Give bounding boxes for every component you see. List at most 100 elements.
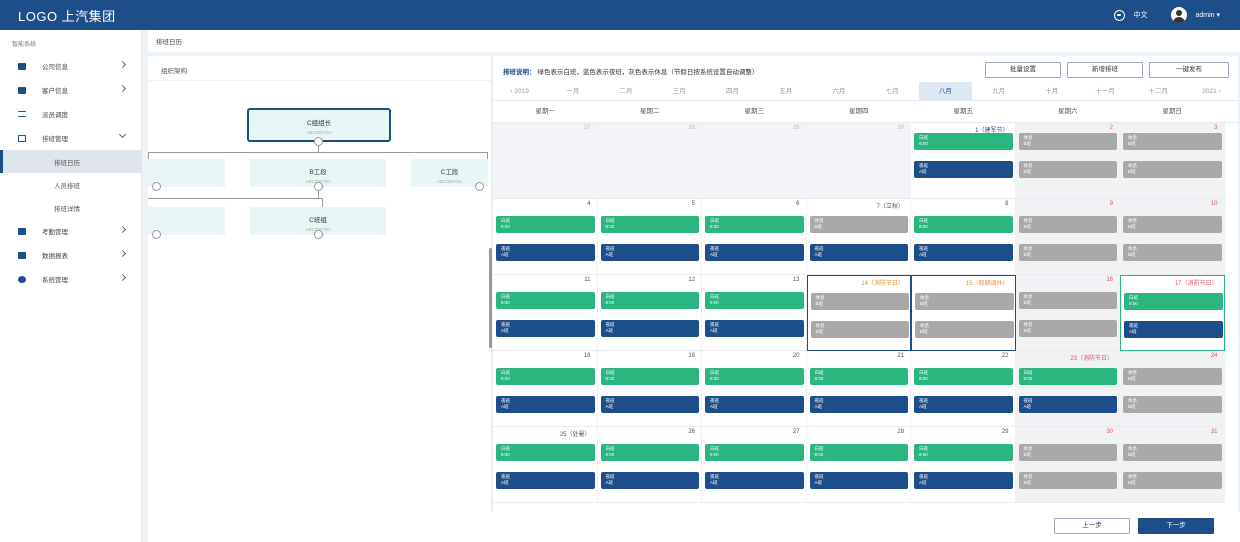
- shift-chip-night[interactable]: 夜班 A班: [809, 472, 908, 489]
- batch-set-button[interactable]: 批量设置: [985, 62, 1061, 78]
- calendar-day-cell[interactable]: 25（处暑） 白班 8:00 夜班 A班: [493, 427, 598, 503]
- shift-chip-day[interactable]: 白班 8:00: [705, 292, 804, 309]
- shift-chip-rest[interactable]: 休息 B班: [915, 293, 1014, 310]
- shift-chip-rest[interactable]: 休息 B班: [1018, 216, 1117, 233]
- calendar-day-cell[interactable]: 13 白班 8:00 夜班 A班: [702, 275, 807, 351]
- shift-chip-day[interactable]: 白班 8:00: [914, 368, 1013, 385]
- calendar-day-cell[interactable]: 28 白班 8:00 夜班 A班: [806, 427, 911, 503]
- shift-chip-day[interactable]: 白班 8:00: [914, 216, 1013, 233]
- sidebar-item-system[interactable]: 系统管理: [0, 267, 141, 291]
- shift-chip-night[interactable]: 夜班 A班: [496, 396, 595, 413]
- shift-chip-day[interactable]: 白班 8:00: [914, 133, 1013, 150]
- calendar-day-cell[interactable]: 2 休息 B班 休息 B班: [1015, 123, 1120, 199]
- shift-chip-rest[interactable]: 休息 B班: [1018, 320, 1117, 337]
- month-tab[interactable]: 二月: [619, 88, 633, 95]
- calendar-day-cell[interactable]: 31 休息 B班 休息 B班: [1120, 427, 1225, 503]
- vertical-scrollbar[interactable]: [489, 248, 492, 348]
- expand-handle[interactable]: [152, 182, 161, 191]
- shift-chip-night[interactable]: 夜班 A班: [600, 472, 699, 489]
- calendar-day-cell[interactable]: 4 白班 8:00 夜班 A班: [493, 199, 598, 275]
- year-next-button[interactable]: 2021 ›: [1202, 88, 1221, 95]
- shift-chip-night[interactable]: 夜班 A班: [496, 244, 595, 261]
- calendar-day-cell[interactable]: 15（假期调休） 休息 B班 休息 B班: [911, 275, 1016, 351]
- shift-chip-rest[interactable]: 休息 B班: [1123, 133, 1222, 150]
- month-tab[interactable]: 七月: [885, 88, 899, 95]
- shift-chip-night[interactable]: 夜班 A班: [914, 161, 1013, 178]
- shift-chip-rest[interactable]: 休息 B班: [915, 321, 1014, 338]
- shift-chip-day[interactable]: 白班 8:00: [914, 444, 1013, 461]
- sidebar-item-company[interactable]: 公司信息: [0, 54, 141, 78]
- calendar-day-cell[interactable]: 20 白班 8:00 夜班 A班: [702, 351, 807, 427]
- shift-chip-rest[interactable]: 休息 B班: [1123, 244, 1222, 261]
- publish-button[interactable]: 一键发布: [1149, 62, 1229, 78]
- shift-chip-day[interactable]: 白班 8:00: [600, 368, 699, 385]
- shift-chip-rest[interactable]: 休息 B班: [810, 321, 909, 338]
- calendar-day-cell[interactable]: 18 白班 8:00 夜班 A班: [493, 351, 598, 427]
- year-prev-button[interactable]: ‹ 2019: [510, 88, 529, 95]
- calendar-day-cell[interactable]: 30 休息 B班 休息 B班: [1015, 427, 1120, 503]
- month-tab[interactable]: 五月: [779, 88, 793, 95]
- sidebar-subitem-detail[interactable]: 排班详情: [54, 205, 80, 213]
- calendar-day-cell[interactable]: 29 白班 8:00 夜班 A班: [911, 427, 1016, 503]
- shift-chip-day[interactable]: 白班 8:00: [705, 368, 804, 385]
- calendar-day-cell[interactable]: 26 白班 8:00 夜班 A班: [597, 427, 702, 503]
- shift-chip-day[interactable]: 白班 8:00: [600, 444, 699, 461]
- shift-chip-night[interactable]: 夜班 A班: [600, 396, 699, 413]
- calendar-day-cell[interactable]: 21 白班 8:00 夜班 A班: [806, 351, 911, 427]
- shift-chip-night[interactable]: 夜班 A班: [809, 244, 908, 261]
- tree-node-c[interactable]: C工段 ABCDEFGH: [411, 159, 488, 187]
- sidebar-subitem-staff[interactable]: 人员排班: [54, 182, 80, 190]
- calendar-day-cell[interactable]: 29: [702, 123, 807, 199]
- shift-chip-rest[interactable]: 休息 B班: [1123, 368, 1222, 385]
- next-step-button[interactable]: 下一步: [1138, 518, 1214, 534]
- shift-chip-rest[interactable]: 休息 B班: [1018, 444, 1117, 461]
- shift-chip-night[interactable]: 夜班 A班: [600, 320, 699, 337]
- sidebar-subitem-calendar[interactable]: 排班日历: [0, 150, 141, 173]
- calendar-day-cell[interactable]: 1（建军节） 白班 8:00 夜班 A班: [911, 123, 1016, 199]
- month-tab[interactable]: 十一月: [1095, 88, 1115, 95]
- calendar-day-cell[interactable]: 27: [493, 123, 598, 199]
- shift-chip-rest[interactable]: 休息 B班: [809, 216, 908, 233]
- shift-chip-night[interactable]: 夜班 A班: [1124, 321, 1223, 338]
- shift-chip-night[interactable]: 夜班 A班: [705, 320, 804, 337]
- calendar-day-cell[interactable]: 6 白班 8:00 夜班 A班: [702, 199, 807, 275]
- shift-chip-night[interactable]: 夜班 A班: [914, 396, 1013, 413]
- shift-chip-rest[interactable]: 休息 B班: [1018, 133, 1117, 150]
- sidebar-item-attendance[interactable]: 考勤管理: [0, 219, 141, 243]
- calendar-day-cell[interactable]: 9 休息 B班 休息 B班: [1015, 199, 1120, 275]
- shift-chip-night[interactable]: 夜班 A班: [705, 472, 804, 489]
- month-tab[interactable]: 六月: [832, 88, 846, 95]
- month-tab[interactable]: 一月: [566, 88, 580, 95]
- shift-chip-rest[interactable]: 休息 B班: [1123, 444, 1222, 461]
- shift-chip-rest[interactable]: 休息 B班: [1123, 472, 1222, 489]
- shift-chip-rest[interactable]: 休息 B班: [1123, 161, 1222, 178]
- user-menu[interactable]: admin ▾: [1195, 12, 1220, 19]
- calendar-day-cell[interactable]: 17（消防节日） 白班 8:00 夜班 A班: [1120, 275, 1225, 351]
- globe-icon[interactable]: [1114, 9, 1126, 21]
- shift-chip-rest[interactable]: 休息 B班: [1018, 472, 1117, 489]
- shift-chip-night[interactable]: 夜班 A班: [705, 244, 804, 261]
- shift-chip-night[interactable]: 夜班 A班: [705, 396, 804, 413]
- shift-chip-night[interactable]: 夜班 A班: [600, 244, 699, 261]
- shift-chip-day[interactable]: 白班 8:00: [496, 368, 595, 385]
- month-tab[interactable]: 十二月: [1148, 88, 1168, 95]
- shift-chip-night[interactable]: 夜班 A班: [1018, 396, 1117, 413]
- app-logo[interactable]: LOGO 上汽集团: [18, 8, 116, 24]
- month-tab[interactable]: 九月: [992, 88, 1006, 95]
- sidebar-item-customers[interactable]: 客户信息: [0, 78, 141, 102]
- calendar-day-cell[interactable]: 30: [806, 123, 911, 199]
- shift-chip-day[interactable]: 白班 8:00: [1124, 293, 1223, 310]
- shift-chip-day[interactable]: 白班 8:00: [809, 368, 908, 385]
- expand-handle[interactable]: [152, 230, 161, 239]
- expand-handle[interactable]: [314, 230, 323, 239]
- shift-chip-rest[interactable]: 休息 B班: [1123, 216, 1222, 233]
- shift-chip-night[interactable]: 夜班 A班: [496, 472, 595, 489]
- month-tab[interactable]: 十月: [1045, 88, 1059, 95]
- previous-step-button[interactable]: 上一步: [1054, 518, 1130, 534]
- month-tab[interactable]: 三月: [672, 88, 686, 95]
- calendar-day-cell[interactable]: 27 白班 8:00 夜班 A班: [702, 427, 807, 503]
- calendar-day-cell[interactable]: 5 白班 8:00 夜班 A班: [597, 199, 702, 275]
- shift-chip-day[interactable]: 白班 8:00: [600, 216, 699, 233]
- calendar-day-cell[interactable]: 12 白班 8:00 夜班 A班: [597, 275, 702, 351]
- calendar-day-cell[interactable]: 19 白班 8:00 夜班 A班: [597, 351, 702, 427]
